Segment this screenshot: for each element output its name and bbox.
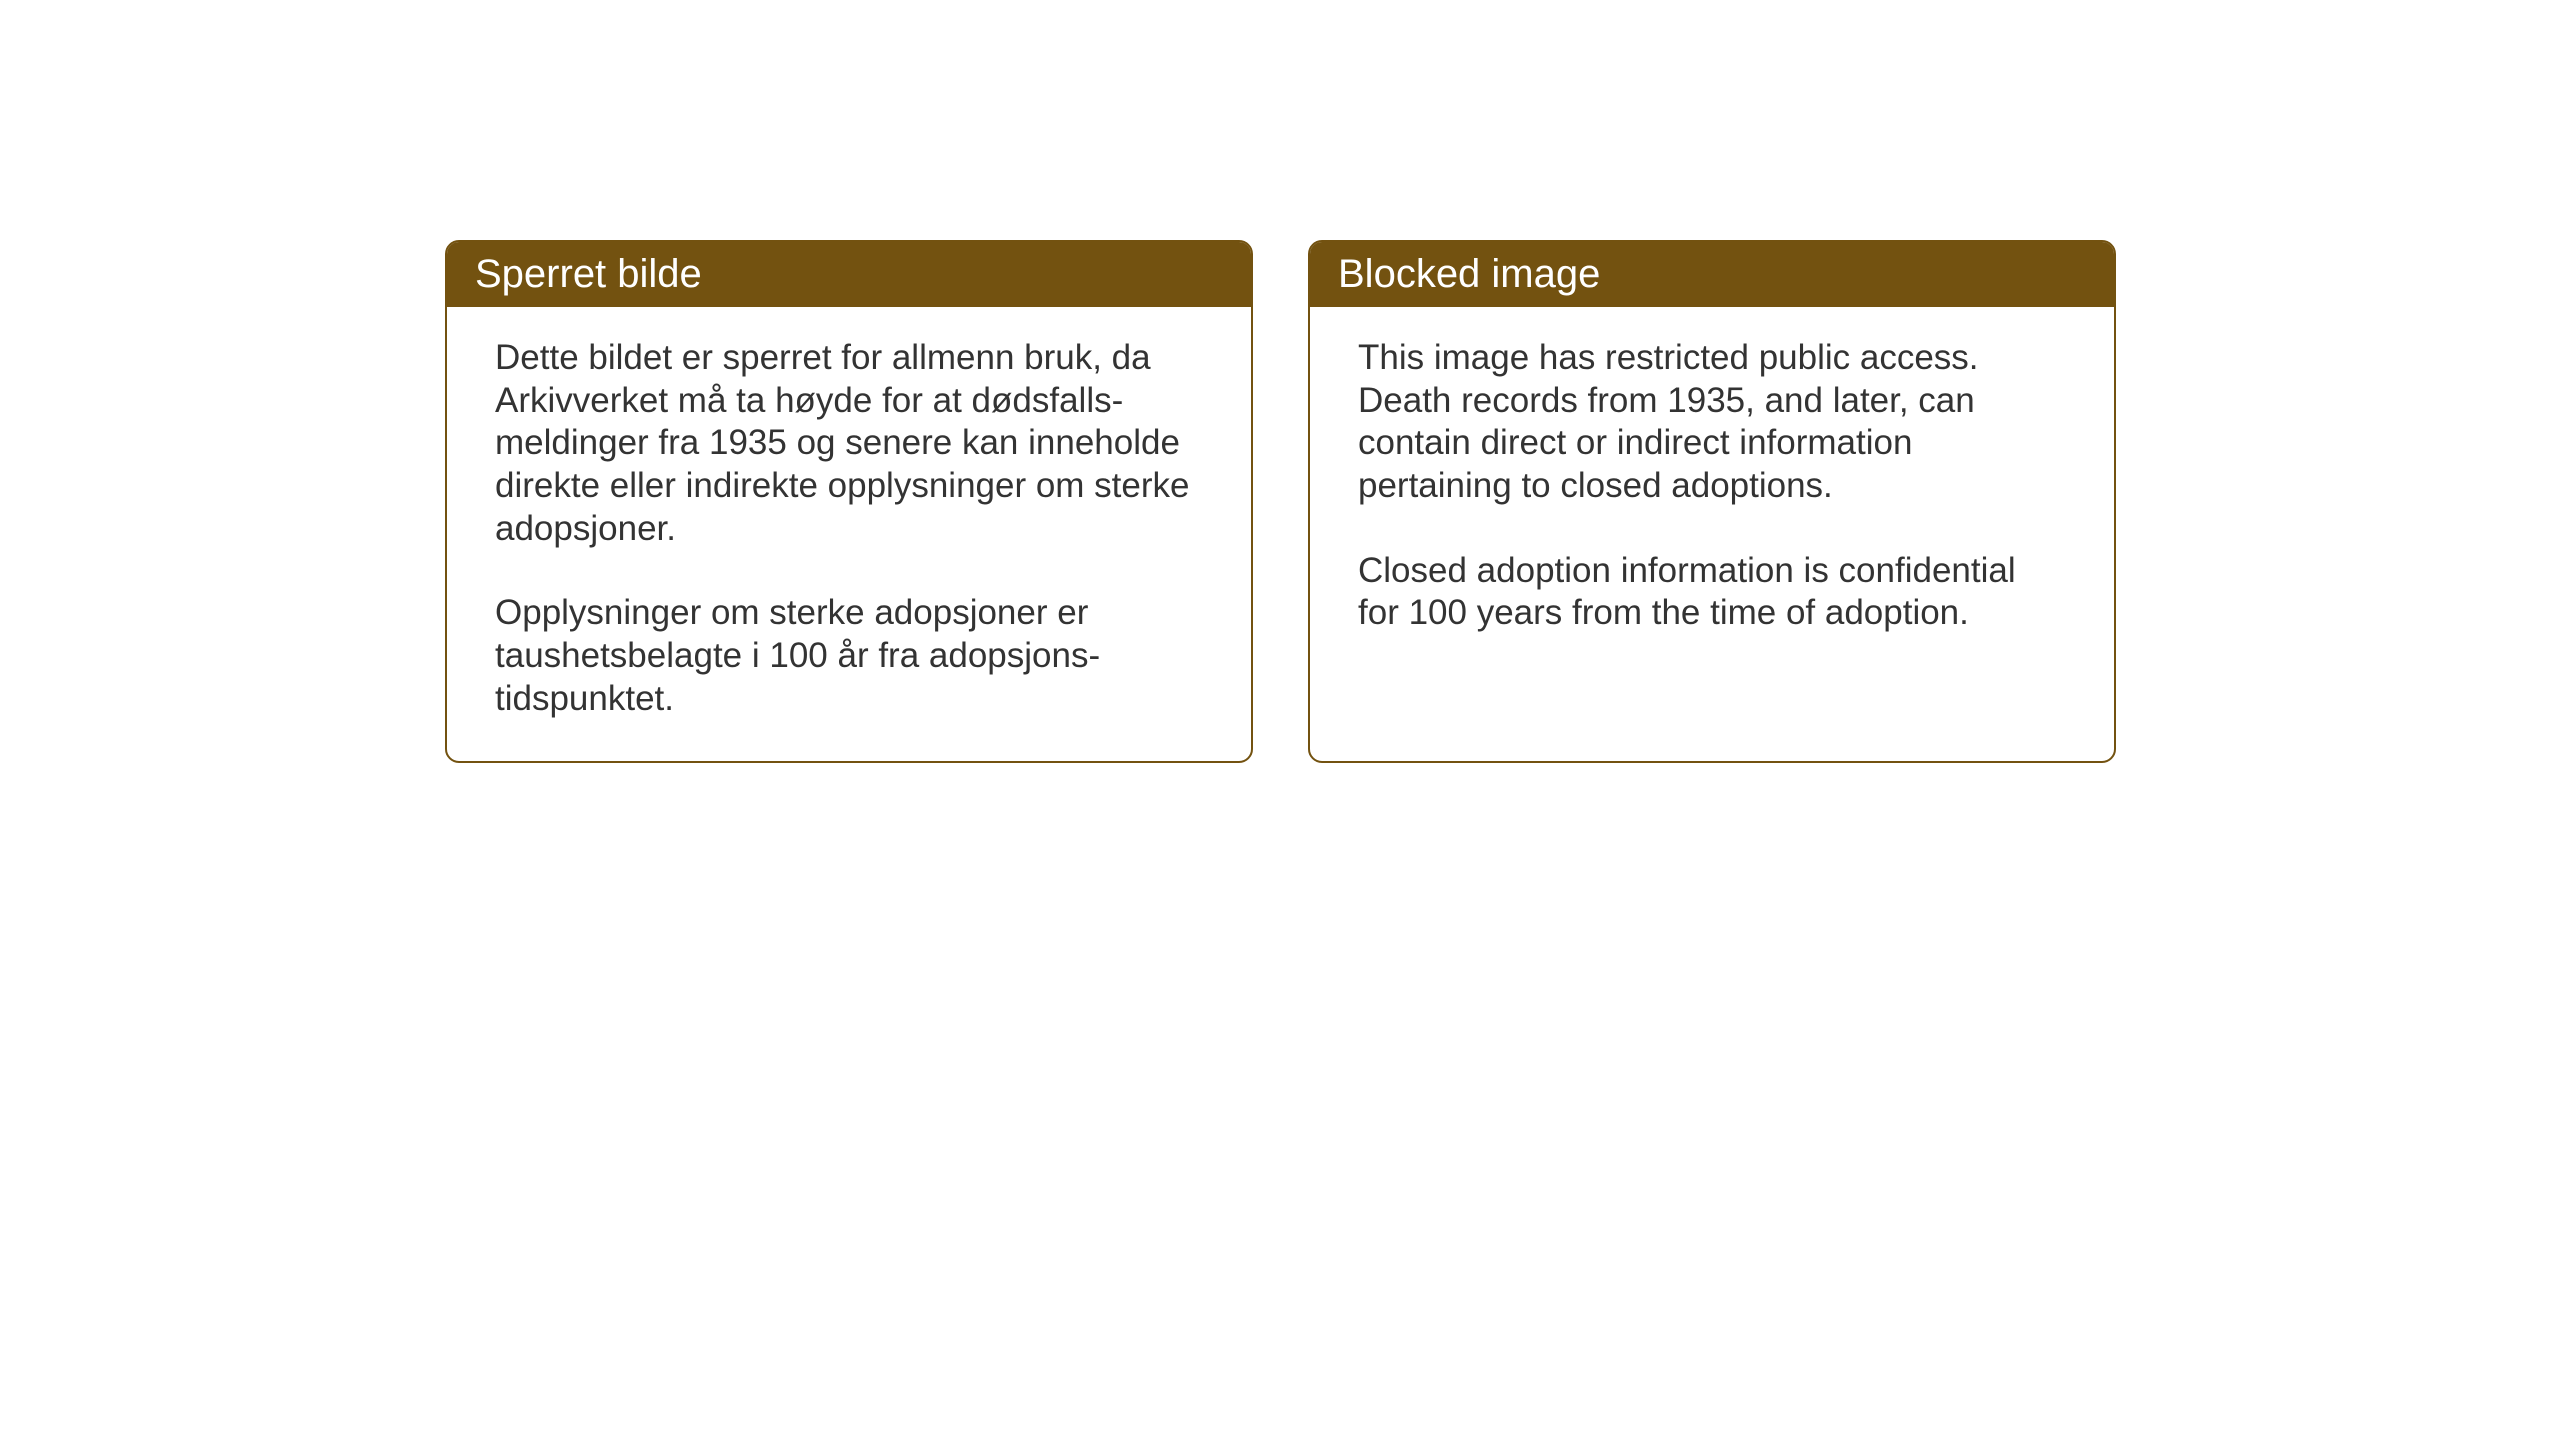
card-paragraph-2-english: Closed adoption information is confident… xyxy=(1358,550,2066,635)
card-title-norwegian: Sperret bilde xyxy=(475,252,702,296)
card-header-english: Blocked image xyxy=(1310,242,2114,307)
card-paragraph-1-norwegian: Dette bildet er sperret for allmenn bruk… xyxy=(495,337,1203,550)
card-paragraph-2-norwegian: Opplysninger om sterke adopsjoner er tau… xyxy=(495,592,1203,720)
card-paragraph-1-english: This image has restricted public access.… xyxy=(1358,337,2066,508)
card-body-norwegian: Dette bildet er sperret for allmenn bruk… xyxy=(447,307,1251,761)
card-title-english: Blocked image xyxy=(1338,252,1600,296)
card-header-norwegian: Sperret bilde xyxy=(447,242,1251,307)
notice-container: Sperret bilde Dette bildet er sperret fo… xyxy=(445,240,2116,763)
notice-card-english: Blocked image This image has restricted … xyxy=(1308,240,2116,763)
card-body-english: This image has restricted public access.… xyxy=(1310,307,2114,675)
notice-card-norwegian: Sperret bilde Dette bildet er sperret fo… xyxy=(445,240,1253,763)
